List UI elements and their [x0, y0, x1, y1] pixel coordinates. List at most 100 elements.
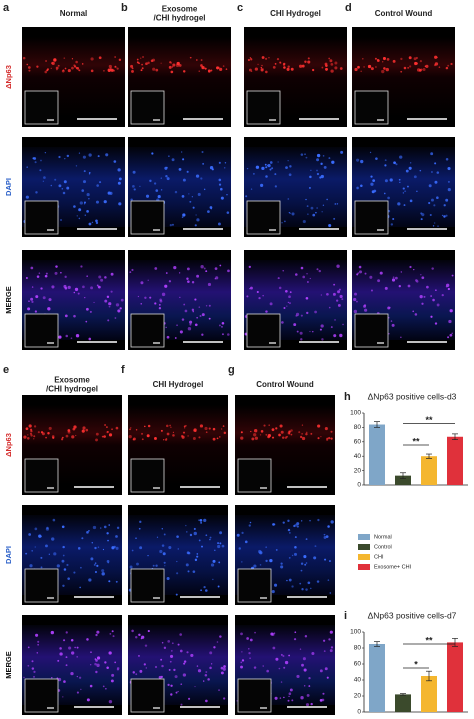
cell-nucleus [115, 546, 119, 550]
cell-nucleus [409, 199, 413, 203]
cell-nucleus [282, 654, 285, 657]
cell-nucleus [445, 214, 448, 217]
cell-nucleus [76, 691, 79, 694]
cell-nucleus [165, 424, 169, 428]
cell-nucleus [106, 430, 109, 434]
cell-nucleus [213, 646, 216, 649]
cell-nucleus [284, 660, 289, 665]
cell-nucleus [356, 158, 360, 162]
cell-nucleus [210, 208, 212, 210]
cell-nucleus [305, 296, 309, 300]
cell-nucleus [310, 169, 312, 172]
cell-nucleus [189, 320, 193, 324]
cell-nucleus [329, 59, 333, 63]
legend-label: Exosome+ CHI [374, 564, 412, 570]
cell-nucleus [282, 63, 286, 66]
cell-nucleus [212, 427, 216, 431]
cell-nucleus [259, 434, 262, 436]
cell-nucleus [447, 64, 450, 67]
cell-nucleus [117, 168, 121, 172]
cell-nucleus [252, 172, 255, 175]
cell-nucleus [195, 174, 200, 178]
cell-nucleus [185, 524, 187, 527]
inset [130, 568, 165, 603]
cell-nucleus [306, 311, 309, 315]
cell-nucleus [71, 66, 74, 70]
cell-nucleus [107, 68, 111, 72]
cell-nucleus [135, 429, 138, 431]
cell-nucleus [197, 192, 201, 196]
cell-nucleus [265, 57, 268, 60]
cell-nucleus [300, 338, 303, 341]
cell-nucleus [240, 436, 244, 440]
cell-nucleus [95, 432, 99, 436]
cell-nucleus [317, 518, 320, 522]
cell-nucleus [27, 646, 30, 649]
cell-nucleus [183, 303, 186, 306]
cell-nucleus [330, 326, 333, 328]
cell-nucleus [309, 175, 312, 179]
cell-nucleus [180, 683, 183, 686]
cell-nucleus [269, 558, 273, 563]
cell-nucleus [164, 438, 168, 441]
cell-nucleus [375, 157, 378, 160]
cell-nucleus [106, 295, 110, 299]
cell-nucleus [357, 272, 360, 274]
cell-nucleus [376, 59, 380, 63]
cell-nucleus [374, 57, 377, 60]
cell-nucleus [40, 159, 42, 162]
cell-nucleus [193, 531, 197, 536]
cell-nucleus [266, 669, 269, 673]
cell-nucleus [246, 637, 249, 640]
cell-nucleus [299, 435, 303, 439]
panel-letter: c [237, 2, 243, 14]
cell-nucleus [275, 427, 278, 430]
cell-nucleus [309, 187, 311, 189]
cell-nucleus [64, 314, 68, 318]
cell-nucleus [218, 561, 221, 564]
cell-nucleus [86, 192, 90, 197]
cell-nucleus [419, 60, 423, 63]
cell-nucleus [110, 290, 113, 293]
cell-nucleus [147, 424, 151, 428]
cell-nucleus [399, 155, 403, 159]
cell-nucleus [75, 60, 78, 64]
cell-nucleus [293, 638, 297, 641]
cell-nucleus [339, 333, 343, 338]
cell-nucleus [448, 319, 452, 324]
cell-nucleus [436, 196, 439, 200]
cell-nucleus [194, 224, 197, 227]
cell-nucleus [219, 531, 223, 535]
cell-nucleus [184, 309, 188, 313]
cell-nucleus [93, 301, 95, 304]
cell-nucleus [333, 217, 336, 220]
cell-nucleus [81, 189, 85, 192]
cell-nucleus [104, 424, 107, 427]
cell-nucleus [370, 182, 374, 186]
cell-nucleus [220, 671, 224, 675]
cell-nucleus [227, 269, 230, 273]
cell-nucleus [196, 274, 200, 278]
cell-nucleus [383, 57, 386, 60]
cell-nucleus [340, 150, 344, 154]
cell-nucleus [132, 184, 135, 188]
cell-nucleus [354, 67, 358, 72]
cell-nucleus [164, 565, 166, 567]
row-label: ΔNp63 [4, 65, 13, 89]
cell-nucleus [319, 669, 323, 673]
cell-nucleus [39, 169, 42, 172]
cell-nucleus [73, 205, 76, 208]
cell-nucleus [333, 283, 336, 286]
cell-nucleus [55, 265, 58, 268]
cell-nucleus [62, 554, 65, 557]
cell-nucleus [58, 155, 61, 159]
cell-nucleus [202, 162, 205, 165]
cell-nucleus [170, 693, 173, 696]
cell-nucleus [363, 304, 367, 307]
cell-nucleus [391, 278, 396, 282]
cell-nucleus [400, 57, 403, 61]
cell-nucleus [281, 436, 285, 439]
cell-nucleus [264, 163, 267, 166]
cell-nucleus [403, 204, 406, 206]
cell-nucleus [76, 646, 79, 649]
